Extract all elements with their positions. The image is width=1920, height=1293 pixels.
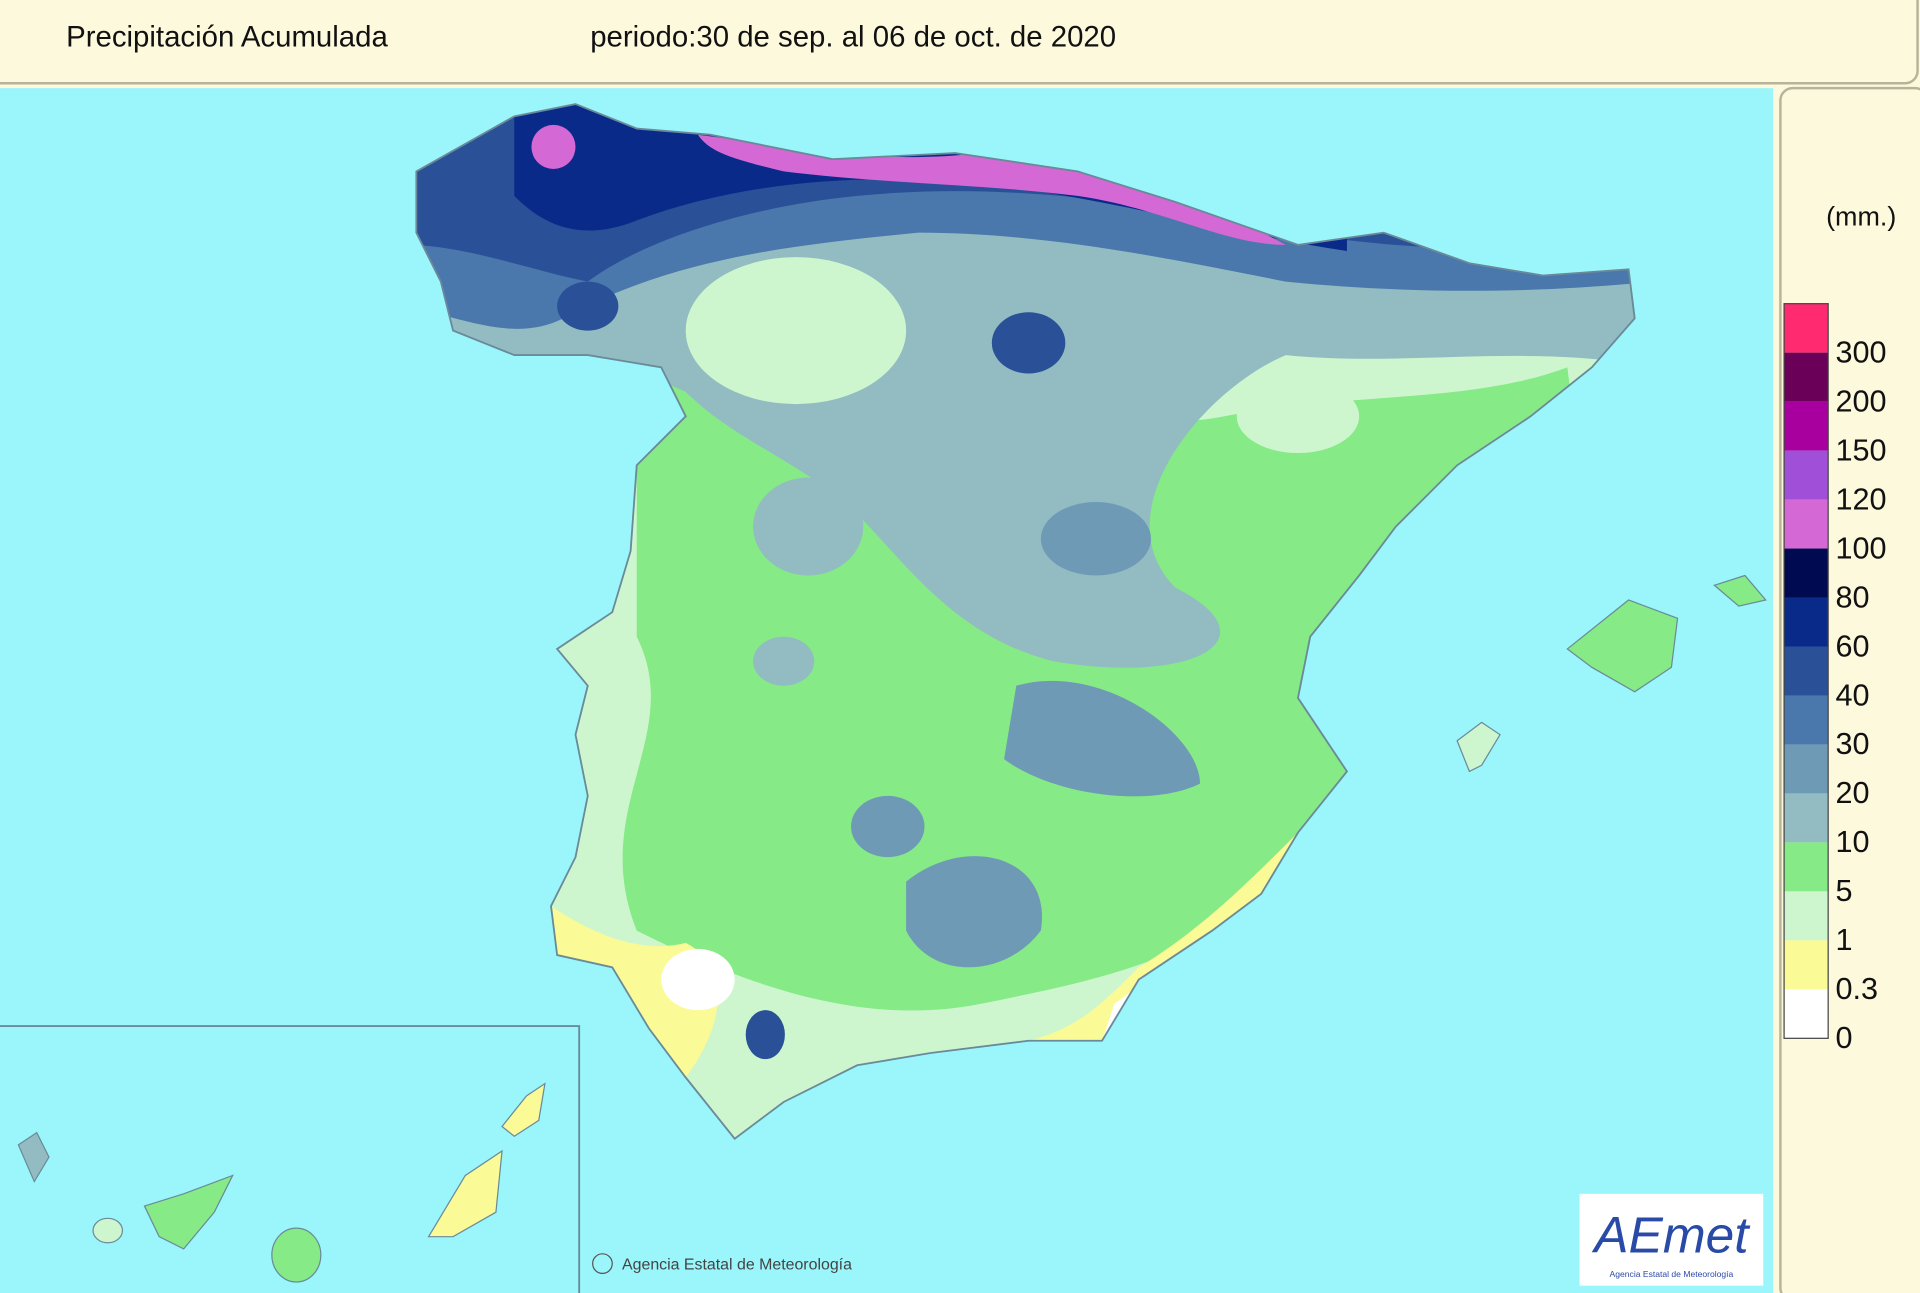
logo-box (1579, 1193, 1764, 1286)
legend-swatch (1784, 891, 1829, 941)
legend-label: 0 (1836, 1021, 1853, 1055)
legend-swatch (1784, 499, 1829, 549)
legend-swatch (1784, 940, 1829, 990)
legend-swatch (1784, 842, 1829, 892)
legend-unit: (mm.) (1826, 201, 1896, 231)
legend-swatch (1784, 744, 1829, 794)
canary-islands (17, 1082, 546, 1283)
legend-swatch (1784, 695, 1829, 745)
legend-scale: 300 200 150 120 100 80 60 40 30 20 10 5 1 0.3 0 (1783, 303, 1887, 1055)
legend-swatch (1784, 352, 1829, 402)
header-title: Precipitación Acumulada (66, 21, 388, 54)
legend-label: 20 (1836, 776, 1870, 810)
legend-swatch (1784, 793, 1829, 843)
legend-swatch (1784, 646, 1829, 696)
legend-label: 5 (1836, 874, 1853, 908)
legend-swatch (1784, 401, 1829, 451)
legend-label: 80 (1836, 580, 1870, 614)
copyright-symbol (592, 1253, 613, 1275)
legend-label: 120 (1836, 482, 1887, 516)
legend-swatch (1784, 548, 1829, 598)
logo-subtitle: Agencia Estatal de Meteorología (1610, 1269, 1734, 1279)
legend-label: 1 (1836, 923, 1853, 957)
legend-frame (1783, 303, 1829, 1039)
legend-label: 300 (1836, 335, 1887, 369)
legend-label: 30 (1836, 727, 1870, 761)
legend-swatch (1784, 989, 1829, 1039)
legend-swatch (1784, 450, 1829, 500)
balearic-islands (1456, 574, 1767, 773)
logo: AEmet (1591, 1206, 1751, 1264)
header-bar (0, 0, 1919, 85)
legend-label: 200 (1836, 384, 1887, 418)
legend-label: 150 (1836, 433, 1887, 467)
legend-swatch (1784, 597, 1829, 647)
legend-swatch (1784, 303, 1829, 353)
header-period: periodo:30 de sep. al 06 de oct. de 2020 (590, 21, 1116, 54)
legend-label: 60 (1836, 629, 1870, 663)
legend-label: 10 (1836, 825, 1870, 859)
legend-label: 40 (1836, 678, 1870, 712)
legend-label: 100 (1836, 531, 1887, 565)
legend-label: 0.3 (1836, 972, 1879, 1006)
copyright: Agencia Estatal de Meteorología (622, 1257, 852, 1274)
canary-inset (0, 1025, 581, 1293)
